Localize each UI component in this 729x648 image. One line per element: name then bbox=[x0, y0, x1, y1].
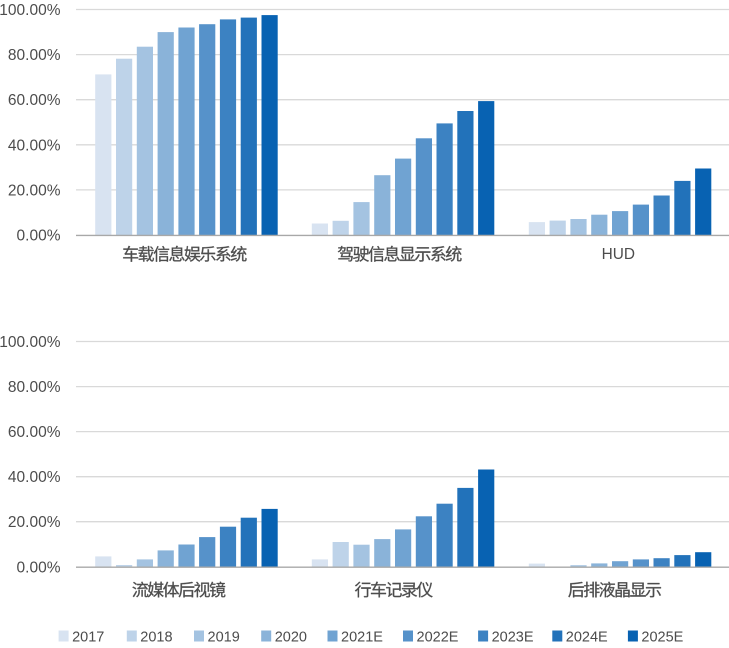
svg-text:2025E: 2025E bbox=[641, 629, 683, 643]
svg-text:2020: 2020 bbox=[275, 629, 307, 643]
svg-text:2019: 2019 bbox=[208, 629, 240, 643]
svg-text:0.00%: 0.00% bbox=[17, 228, 61, 245]
svg-text:40.00%: 40.00% bbox=[8, 137, 61, 154]
svg-text:2017: 2017 bbox=[72, 629, 104, 643]
svg-text:2024E: 2024E bbox=[566, 629, 608, 643]
svg-text:100.00%: 100.00% bbox=[0, 2, 61, 19]
svg-text:80.00%: 80.00% bbox=[8, 47, 61, 64]
svg-text:100.00%: 100.00% bbox=[0, 334, 61, 351]
svg-text:20.00%: 20.00% bbox=[8, 514, 61, 531]
svg-text:40.00%: 40.00% bbox=[8, 469, 61, 486]
svg-text:20.00%: 20.00% bbox=[8, 182, 61, 199]
svg-text:80.00%: 80.00% bbox=[8, 379, 61, 396]
svg-text:2018: 2018 bbox=[140, 629, 172, 643]
svg-text:2023E: 2023E bbox=[492, 629, 534, 643]
svg-text:2022E: 2022E bbox=[417, 629, 459, 643]
svg-text:60.00%: 60.00% bbox=[8, 424, 61, 441]
svg-text:HUD: HUD bbox=[602, 246, 635, 263]
svg-text:2021E: 2021E bbox=[341, 629, 383, 643]
svg-text:0.00%: 0.00% bbox=[17, 559, 61, 576]
svg-text:60.00%: 60.00% bbox=[8, 92, 61, 109]
